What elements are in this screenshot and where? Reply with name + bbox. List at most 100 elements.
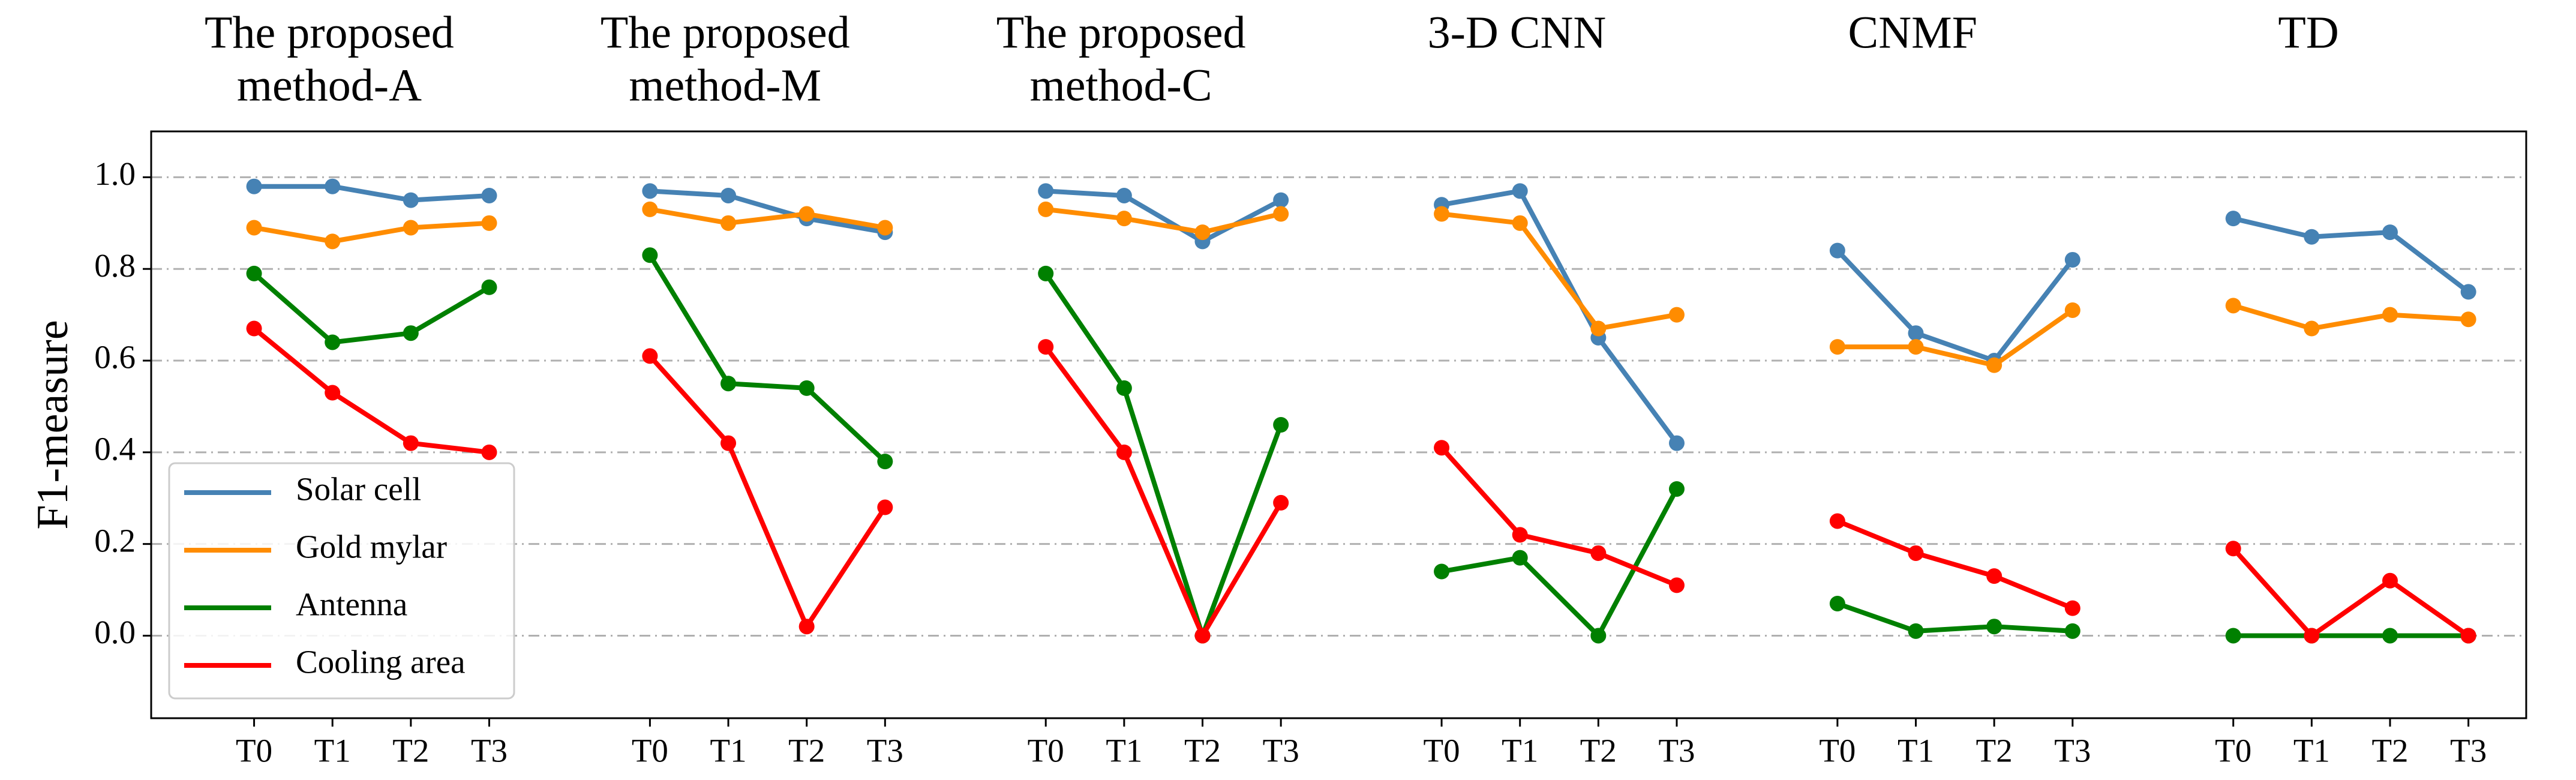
point — [481, 215, 497, 231]
point — [2225, 541, 2241, 557]
point — [720, 187, 737, 203]
series-line — [254, 184, 490, 203]
panel-title: TD — [2278, 7, 2338, 58]
x-tick-label: T3 — [1263, 733, 1299, 769]
point — [1829, 339, 1845, 355]
series-line — [1045, 188, 1283, 244]
point — [1908, 339, 1924, 355]
series-line — [253, 326, 490, 455]
x-tick-label: T2 — [1976, 733, 2013, 769]
point — [1829, 242, 1845, 259]
point — [642, 348, 658, 364]
series-line — [648, 354, 887, 629]
series-line — [1835, 248, 2074, 364]
x-tick-label: T0 — [2215, 733, 2251, 769]
point — [1986, 568, 2002, 584]
series-line — [252, 271, 491, 345]
point — [481, 187, 497, 203]
series-line — [1836, 601, 2073, 634]
point — [1434, 206, 1450, 222]
point — [1829, 595, 1845, 611]
point — [1273, 206, 1289, 222]
point — [798, 380, 815, 396]
series-line — [1837, 308, 2074, 368]
point — [2382, 224, 2398, 241]
series-line — [1441, 488, 1679, 638]
point — [325, 385, 341, 401]
point — [481, 444, 497, 460]
x-tick-label: T0 — [236, 733, 272, 769]
point — [2382, 628, 2398, 644]
x-tick-label: T3 — [1658, 733, 1695, 769]
point — [1668, 307, 1685, 323]
panel-title: The proposed — [205, 7, 454, 58]
panel-title: method-M — [629, 60, 821, 110]
point — [1116, 380, 1132, 396]
point — [1908, 623, 1924, 639]
panel-title: method-A — [237, 60, 422, 110]
point — [1668, 577, 1685, 593]
panel-title: 3-D CNN — [1428, 7, 1607, 58]
point — [403, 220, 419, 236]
point — [642, 183, 658, 199]
point — [2382, 572, 2398, 589]
point — [1668, 481, 1685, 497]
series-line — [1441, 211, 1677, 331]
point — [877, 220, 893, 236]
y-tick-label: 0.0 — [94, 614, 136, 650]
x-tick-label: T1 — [1106, 733, 1142, 769]
point — [325, 233, 341, 250]
point — [1116, 444, 1132, 460]
x-tick-label: T3 — [2054, 733, 2091, 769]
y-axis-label: F1-measure — [28, 320, 77, 529]
point — [1038, 201, 1054, 217]
point — [1590, 628, 1607, 644]
point — [1590, 545, 1607, 561]
x-tick-label: T1 — [314, 733, 351, 769]
series-line — [647, 254, 887, 464]
series-line — [2232, 303, 2469, 331]
panel-title: The proposed — [996, 7, 1246, 58]
x-tick-label: T2 — [2371, 733, 2408, 769]
point — [1273, 494, 1289, 511]
point — [1273, 192, 1289, 208]
point — [1434, 440, 1450, 456]
x-tick-label: T0 — [1424, 733, 1460, 769]
point — [1194, 224, 1211, 241]
panel-title: CNMF — [1848, 7, 1977, 58]
series-line — [1441, 188, 1679, 445]
panel-title: The proposed — [601, 7, 850, 58]
series-line — [650, 188, 886, 235]
point — [1512, 527, 1528, 543]
point — [2064, 623, 2080, 639]
point — [720, 215, 737, 231]
series-line — [1043, 272, 1283, 638]
legend-label: Gold mylar — [296, 529, 447, 565]
point — [798, 619, 815, 635]
point — [1512, 215, 1528, 231]
point — [2460, 311, 2476, 328]
point — [1668, 435, 1685, 451]
y-tick-label: 0.4 — [94, 430, 136, 467]
point — [2304, 320, 2320, 337]
point — [1512, 550, 1528, 566]
x-tick-label: T1 — [1502, 733, 1538, 769]
point — [246, 265, 262, 281]
point — [1986, 357, 2002, 373]
point — [877, 454, 893, 470]
point — [246, 320, 262, 337]
x-tick-label: T2 — [392, 733, 429, 769]
point — [1986, 619, 2002, 635]
point — [1512, 183, 1528, 199]
point — [1116, 187, 1132, 203]
x-tick-label: T2 — [1580, 733, 1617, 769]
x-tick-label: T3 — [867, 733, 903, 769]
point — [325, 334, 341, 350]
legend-label: Antenna — [296, 586, 407, 623]
point — [642, 247, 658, 263]
x-tick-label: T0 — [1819, 733, 1856, 769]
point — [1590, 320, 1607, 337]
y-tick-label: 0.6 — [94, 339, 136, 376]
